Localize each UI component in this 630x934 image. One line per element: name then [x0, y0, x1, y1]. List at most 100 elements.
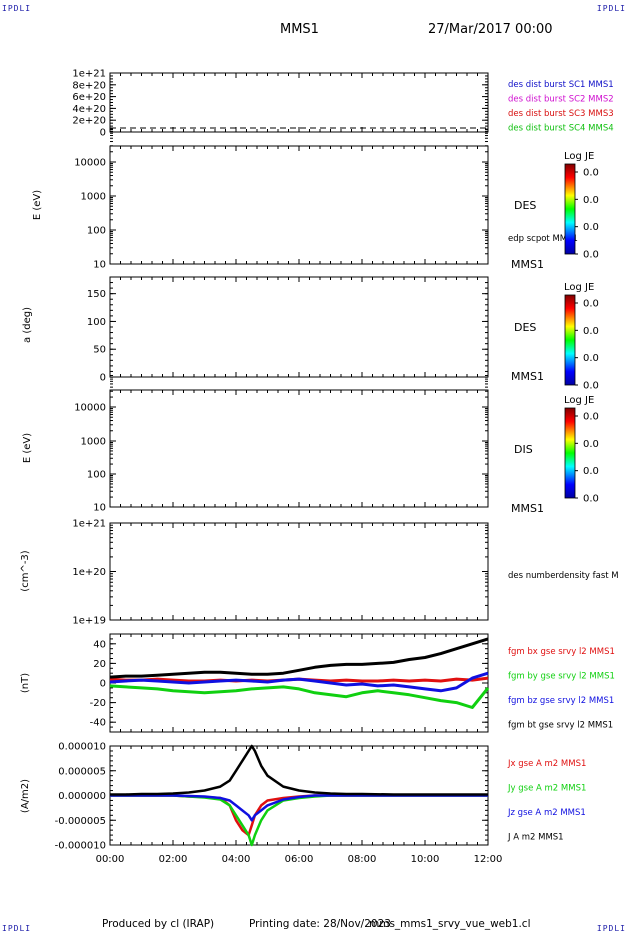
current-legend-2: Jy gse A m2 MMS1	[507, 784, 586, 794]
des-pa-colorbar-title: Log JE	[564, 282, 594, 293]
dis-e-ylabel: E (eV)	[22, 433, 33, 463]
des-pa-colorbar-label: 0.0	[583, 299, 599, 310]
dis-e-ytick-label: 100	[87, 470, 106, 481]
fgm-legend-4: fgm bt gse srvy l2 MMS1	[508, 721, 613, 731]
dist-ytick-label: 6e+20	[72, 92, 106, 103]
density-ytick-label: 1e+20	[72, 567, 106, 578]
current-ytick-label: 0.000000	[58, 791, 106, 802]
des-e-colorbar-title: Log JE	[564, 151, 594, 162]
dist-ytick-label: 8e+20	[72, 80, 106, 91]
dist-legend-1: des dist burst SC1 MMS1	[508, 80, 614, 90]
fgm-series-bt	[109, 637, 489, 679]
des-e-colorbar-label: 0.0	[583, 168, 599, 179]
x-axis-tick-label: 00:00	[96, 854, 125, 865]
current-legend-3: Jz gse A m2 MMS1	[507, 808, 586, 818]
dist-legend-3: des dist burst SC3 MMS3	[508, 109, 614, 119]
footer-producer: Produced by cl (IRAP)	[102, 918, 215, 930]
des-pa-ytick-label: 100	[87, 317, 106, 328]
des-e-sc-label: MMS1	[511, 258, 544, 271]
des-pa-ytick-label: 150	[87, 289, 106, 300]
des-pa-ytick-label: 0	[100, 373, 106, 384]
dist-ytick-label: 2e+20	[72, 116, 106, 127]
dis-e-colorbar	[564, 407, 576, 499]
corner-tag-bottom-right: IPDLI	[596, 924, 626, 933]
des-pa-colorbar-label: 0.0	[583, 326, 599, 337]
des-e-colorbar-label: 0.0	[583, 222, 599, 233]
density-frame	[109, 522, 489, 621]
x-axis-tick-label: 06:00	[285, 854, 314, 865]
x-axis-tick-label: 12:00	[474, 854, 503, 865]
current-series-Jz	[110, 794, 488, 822]
fgm-ytick-label: 0	[100, 679, 106, 690]
spacecraft-title: MMS1	[280, 22, 319, 37]
current-series-Jy	[110, 794, 488, 847]
des-pa-frame	[109, 276, 489, 378]
fgm-ylabel: (nT)	[20, 673, 31, 693]
fgm-ytick-label: 20	[93, 659, 106, 670]
des-pa-colorbar-label: 0.0	[583, 353, 599, 364]
dis-e-colorbar-title: Log JE	[564, 395, 594, 406]
x-axis-tick-label: 04:00	[222, 854, 251, 865]
dis-e-ytick-label: 10000	[74, 403, 106, 414]
dis-e-instrument-label: DIS	[514, 443, 533, 456]
des-e-frame	[109, 145, 489, 265]
x-axis-tick-label: 08:00	[348, 854, 377, 865]
des-pa-instrument-label: DES	[514, 321, 536, 334]
fgm-legend-3: fgm bz gse srvy l2 MMS1	[508, 696, 614, 706]
des-pa-colorbar-label: 0.0	[583, 381, 599, 392]
fgm-series-bz	[109, 671, 489, 693]
des-pa-ytick-label: 50	[93, 345, 106, 356]
dis-e-colorbar-label: 0.0	[583, 439, 599, 450]
dist-ytick-label: 0	[100, 128, 106, 139]
des-e-colorbar-label: 0.0	[583, 195, 599, 206]
date-title: 27/Mar/2017 00:00	[428, 22, 553, 37]
des-e-colorbar-label: 0.0	[583, 250, 599, 261]
dis-e-ytick-label: 10	[93, 503, 106, 514]
des-e-ytick-label: 10000	[74, 158, 106, 169]
fgm-series-by	[109, 684, 490, 709]
dis-e-frame	[109, 389, 489, 508]
current-series-J	[110, 744, 488, 796]
current-legend-4: J A m2 MMS1	[507, 833, 564, 843]
current-ytick-label: -0.000010	[55, 841, 106, 852]
dist-ytick-label: 4e+20	[72, 104, 106, 115]
dis-e-colorbar-label: 0.0	[583, 494, 599, 505]
density-ylabel: (cm^-3)	[20, 550, 31, 591]
fgm-ytick-label: 40	[93, 639, 106, 650]
current-ytick-label: -0.000005	[55, 816, 106, 827]
dis-e-sc-label: MMS1	[511, 502, 544, 515]
x-axis-tick-label: 02:00	[159, 854, 188, 865]
des-e-ytick-label: 100	[87, 226, 106, 237]
fgm-legend-2: fgm by gse srvy l2 MMS1	[508, 672, 615, 682]
density-ytick-label: 1e+19	[72, 616, 106, 627]
current-ylabel: (A/m2)	[20, 779, 31, 813]
des-e-scpot-label: edp scpot MMS1	[508, 234, 578, 244]
density-ytick-label: 1e+21	[72, 519, 106, 530]
footer-printing-date: Printing date: 28/Nov/2023	[249, 918, 391, 930]
density-legend-1: des numberdensity fast M	[508, 571, 619, 581]
des-pa-ylabel: a (deg)	[22, 307, 33, 343]
x-axis-tick-label: 10:00	[411, 854, 440, 865]
des-e-ytick-label: 10	[93, 260, 106, 271]
dis-e-ytick-label: 1000	[81, 437, 106, 448]
des-pa-sc-label: MMS1	[511, 370, 544, 383]
current-ytick-label: 0.000005	[58, 766, 106, 777]
des-e-ylabel: E (eV)	[32, 190, 43, 220]
dist-frame	[109, 72, 489, 133]
current-series-Jx	[110, 794, 488, 837]
dist-legend-2: des dist burst SC2 MMS2	[508, 95, 614, 105]
des-pa-colorbar	[564, 294, 576, 386]
des-e-ytick-label: 1000	[81, 192, 106, 203]
dis-e-colorbar-label: 0.0	[583, 466, 599, 477]
des-e-instrument-label: DES	[514, 199, 536, 212]
dis-e-colorbar-label: 0.0	[583, 412, 599, 423]
current-legend-1: Jx gse A m2 MMS1	[507, 759, 586, 769]
fgm-ytick-label: -20	[90, 698, 106, 709]
des-e-colorbar	[564, 163, 576, 255]
dist-ytick-label: 1e+21	[72, 69, 106, 80]
corner-tag-bottom-left: IPDLI	[2, 924, 32, 933]
current-ytick-label: 0.000010	[58, 742, 106, 753]
fgm-legend-1: fgm bx gse srvy l2 MMS1	[508, 647, 615, 657]
footer-filename: mms_mms1_srvy_vue_web1.cl	[369, 918, 531, 930]
